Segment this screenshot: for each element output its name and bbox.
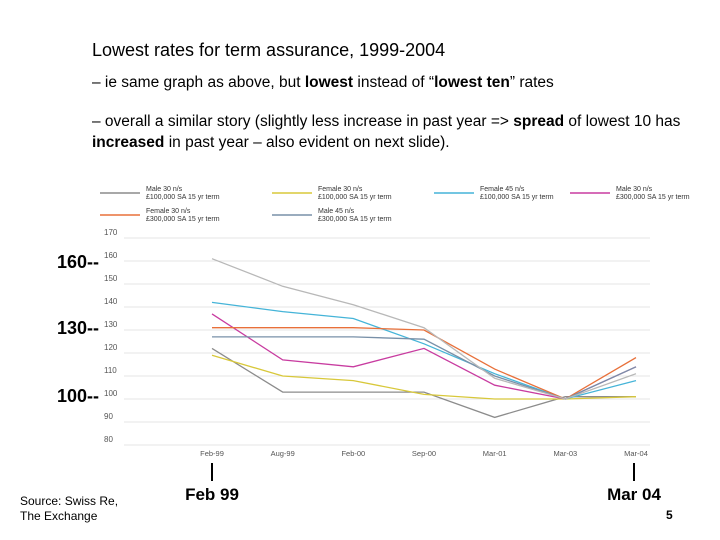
- bullet-2: – overall a similar story (slightly less…: [92, 111, 702, 153]
- y-tick-label: 150: [104, 274, 118, 283]
- legend-label: Female 30 n/s £100,000 SA 15 yr term: [318, 186, 392, 201]
- y-tick-label: 80: [104, 435, 113, 444]
- annotation-tick-160: 160--: [57, 252, 100, 272]
- marker-end-label: Mar 04: [607, 485, 661, 504]
- x-tick-label: Sep-00: [412, 449, 436, 458]
- y-tick-label: 140: [104, 297, 118, 306]
- source-line-1: Source: Swiss Re,: [20, 494, 119, 508]
- series-line: [211, 347, 636, 419]
- legend-label: Male 30 n/s £100,000 SA 15 yr term: [146, 186, 220, 201]
- bullet-1-pre: – ie same graph as above, but: [92, 74, 305, 91]
- y-tick-label: 110: [104, 366, 117, 375]
- legend-label: Female 30 n/s £300,000 SA 15 yr term: [146, 208, 220, 223]
- bullet-1-post: ” rates: [509, 74, 554, 91]
- marker-start-label: Feb 99: [185, 485, 239, 504]
- x-tick-label: Feb-00: [341, 449, 365, 458]
- bullet-1: – ie same graph as above, but lowest ins…: [92, 72, 554, 93]
- line-chart: Male 30 n/s £100,000 SA 15 yr term Female …: [100, 186, 690, 458]
- x-tick-label: Aug-99: [271, 449, 295, 458]
- marker-start-bar: [211, 463, 213, 481]
- source-note: Source: Swiss Re, The Exchange: [20, 494, 118, 524]
- bullet-2-bold-increased: increased: [92, 134, 165, 151]
- y-tick-label: 90: [104, 412, 113, 421]
- x-axis-ticks: Feb-99 Aug-99 Feb-00 Sep-00 Mar-01 Mar-03 Mar-…: [200, 449, 648, 458]
- page-number: 5: [666, 508, 673, 522]
- chart-legend: Male 30 n/s £100,000 SA 15 yr term Female …: [100, 186, 690, 223]
- marker-end-bar: [633, 463, 635, 481]
- y-tick-label: 170: [104, 228, 118, 237]
- legend-label: Male 30 n/s £300,000 SA 15 yr term: [616, 186, 690, 201]
- chart-grid: [124, 237, 650, 446]
- x-tick-label: Feb-99: [200, 449, 224, 458]
- marker-start: Feb 99: [172, 463, 252, 505]
- bullet-2-bold-spread: spread: [513, 113, 565, 130]
- y-tick-label: 130: [104, 320, 118, 329]
- annotation-tick-130: 130--: [57, 318, 100, 338]
- legend-label: Female 45 n/s £100,000 SA 15 yr term: [480, 186, 554, 201]
- marker-end: Mar 04: [594, 463, 674, 505]
- series-line: [211, 301, 637, 400]
- y-tick-label: 100: [104, 389, 118, 398]
- bullet-1-bold-lowest-ten: lowest ten: [434, 74, 510, 91]
- chart-series: [211, 258, 637, 419]
- slide-title: Lowest rates for term assurance, 1999-20…: [92, 40, 446, 60]
- y-tick-label: 160: [104, 251, 118, 260]
- series-line: [211, 258, 637, 400]
- series-line: [211, 313, 637, 400]
- bullet-2-mid: of lowest 10 has: [564, 113, 681, 130]
- x-tick-label: Mar-01: [483, 449, 507, 458]
- y-axis-ticks: 170 160 150 140 130 120 110 100 90 80: [104, 228, 118, 444]
- bullet-1-bold-lowest: lowest: [304, 74, 354, 91]
- annotation-tick-100: 100--: [57, 386, 100, 406]
- bullet-1-mid: instead of “: [353, 74, 435, 91]
- x-tick-label: Mar-04: [624, 449, 648, 458]
- series-line: [212, 336, 637, 400]
- bullet-2-pre: – overall a similar story (slightly less…: [92, 113, 514, 130]
- legend-label: Male 45 n/s £300,000 SA 15 yr term: [318, 208, 392, 223]
- y-tick-label: 120: [104, 343, 118, 352]
- bullet-2-post: in past year – also evident on next slid…: [164, 134, 450, 151]
- source-line-2: The Exchange: [20, 509, 98, 523]
- x-tick-label: Mar-03: [553, 449, 577, 458]
